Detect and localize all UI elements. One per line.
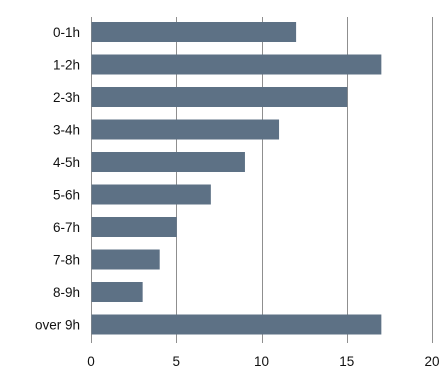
y-tick-label: 3-4h (53, 123, 80, 138)
value-axis-labels: 0 5 10 15 20 (87, 354, 439, 369)
y-tick-label: 4-5h (53, 155, 80, 170)
x-tick-label: 10 (254, 354, 269, 369)
bar (91, 22, 297, 42)
bar (91, 184, 211, 205)
y-tick-label: 8-9h (53, 285, 80, 300)
y-tick-label: over 9h (35, 318, 80, 333)
y-tick-label: 7-8h (53, 253, 80, 268)
x-tick-label: 15 (339, 354, 354, 369)
bar (91, 314, 382, 335)
y-tick-label: 6-7h (53, 220, 80, 235)
bars (91, 22, 382, 335)
y-tick-label: 1-2h (53, 58, 80, 73)
bar (91, 217, 177, 237)
bar (91, 119, 280, 140)
x-tick-label: 0 (87, 354, 95, 369)
bar (91, 282, 143, 302)
y-tick-label: 2-3h (53, 90, 80, 105)
y-tick-label: 0-1h (53, 25, 80, 40)
x-tick-label: 20 (424, 354, 439, 369)
bar (91, 54, 382, 75)
bar (91, 249, 160, 270)
x-tick-label: 5 (172, 354, 180, 369)
bar (91, 152, 245, 172)
bar (91, 87, 348, 107)
y-tick-label: 5-6h (53, 188, 80, 203)
category-axis-labels: 0-1h 1-2h 2-3h 3-4h 4-5h 5-6h 6-7h 7-8h 8-9h over… (35, 25, 80, 333)
